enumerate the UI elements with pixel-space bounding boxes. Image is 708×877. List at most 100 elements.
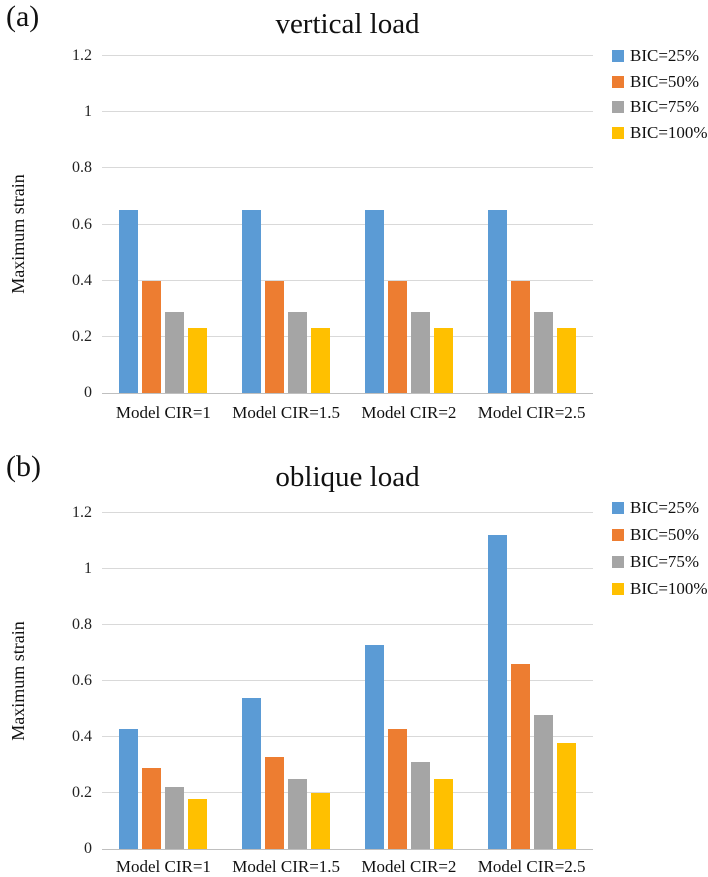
bar-BIC=75%-Model CIR=1.5: [288, 779, 308, 849]
bar-BIC=50%-Model CIR=2: [387, 280, 407, 393]
bar-BIC=100%-Model CIR=2: [433, 779, 453, 849]
y-axis-title: Maximum strain: [8, 174, 28, 294]
legend-swatch: [612, 502, 624, 514]
bar-BIC=50%-Model CIR=2.5: [510, 664, 530, 849]
bar-BIC=50%-Model CIR=1: [142, 767, 162, 849]
bar-BIC=50%-Model CIR=1.5: [265, 756, 285, 849]
bar-BIC=75%-Model CIR=2: [410, 762, 430, 849]
gridline: [102, 736, 593, 737]
bar-BIC=25%-Model CIR=1: [119, 728, 139, 849]
x-category-label: Model CIR=2.5: [477, 857, 586, 876]
legend-item-BIC=25%: BIC=25%: [612, 498, 700, 517]
x-category-label: Model CIR=2.5: [477, 403, 586, 422]
x-category-label: Model CIR=1.5: [232, 857, 341, 876]
y-tick-label: 1: [84, 103, 92, 121]
legend-swatch: [612, 75, 624, 88]
legend-swatch: [612, 556, 624, 568]
bar-BIC=50%-Model CIR=1.5: [265, 280, 285, 393]
bar-BIC=100%-Model CIR=1.5: [311, 328, 331, 393]
y-tick-label: 0.4: [72, 271, 92, 289]
gridline: [102, 223, 593, 225]
y-tick-label: 1: [84, 560, 92, 577]
legend-item-BIC=25%: BIC=25%: [612, 46, 700, 65]
y-tick-label: 1.2: [72, 47, 92, 64]
bar-BIC=75%-Model CIR=1: [165, 311, 185, 393]
gridline: [102, 512, 593, 513]
bar-BIC=50%-Model CIR=2: [387, 728, 407, 849]
legend-item-BIC=75%: BIC=75%: [612, 552, 700, 571]
legend-label: BIC=100%: [630, 579, 708, 598]
legend-label: BIC=75%: [630, 97, 700, 117]
y-tick-label: 0: [84, 840, 92, 857]
bar-BIC=100%-Model CIR=1.5: [311, 793, 331, 849]
gridline: [102, 279, 593, 281]
bar-BIC=75%-Model CIR=1: [165, 787, 185, 849]
legend-item-BIC=50%: BIC=50%: [612, 525, 700, 544]
plot-area: [102, 55, 593, 394]
y-tick-label: 0.8: [72, 159, 92, 177]
legend-label: BIC=25%: [630, 46, 700, 65]
bar-BIC=100%-Model CIR=1: [188, 328, 208, 393]
bar-BIC=75%-Model CIR=2.5: [533, 714, 553, 849]
gridline: [102, 624, 593, 625]
x-category-label: Model CIR=1: [115, 857, 211, 876]
gridline: [102, 111, 593, 113]
gridline: [102, 792, 593, 793]
bar-BIC=100%-Model CIR=2: [433, 328, 453, 393]
legend-swatch: [612, 529, 624, 541]
bar-BIC=100%-Model CIR=2.5: [556, 742, 576, 849]
y-tick-label: 0.6: [72, 672, 92, 689]
gridline: [102, 55, 593, 56]
x-axis-line: [102, 849, 593, 850]
bar-BIC=100%-Model CIR=1: [188, 798, 208, 849]
legend-label: BIC=100%: [630, 122, 708, 142]
gridline: [102, 167, 593, 169]
legend-swatch: [612, 583, 624, 595]
bar-BIC=75%-Model CIR=2.5: [533, 311, 553, 393]
panel-label-a: (a): [6, 0, 40, 33]
bar-BIC=75%-Model CIR=1.5: [288, 311, 308, 393]
legend-label: BIC=50%: [630, 71, 700, 91]
legend-label: BIC=75%: [630, 552, 700, 571]
bar-BIC=50%-Model CIR=1: [142, 280, 162, 393]
bar-BIC=25%-Model CIR=1: [119, 210, 139, 393]
bar-BIC=25%-Model CIR=2: [364, 644, 384, 849]
legend-swatch: [612, 101, 624, 114]
legend-label: BIC=50%: [630, 525, 700, 544]
gridline: [102, 680, 593, 681]
legend-swatch: [612, 50, 624, 62]
chart-title: oblique load: [275, 461, 420, 493]
legend-item-BIC=75%: BIC=75%: [612, 97, 700, 117]
bar-BIC=100%-Model CIR=2.5: [556, 328, 576, 393]
y-axis-title: Maximum strain: [8, 621, 28, 741]
legend-swatch: [612, 126, 624, 139]
y-tick-label: 0.2: [72, 784, 92, 801]
bar-BIC=50%-Model CIR=2.5: [510, 280, 530, 393]
x-category-label: Model CIR=1: [115, 403, 211, 422]
bar-BIC=25%-Model CIR=2: [364, 210, 384, 393]
y-tick-label: 1.2: [72, 504, 92, 521]
x-category-label: Model CIR=2: [361, 857, 457, 876]
legend-label: BIC=25%: [630, 498, 700, 517]
legend-item-BIC=100%: BIC=100%: [612, 122, 708, 142]
bar-BIC=25%-Model CIR=2.5: [487, 535, 507, 849]
y-tick-label: 0.6: [72, 215, 92, 233]
bar-BIC=25%-Model CIR=1.5: [242, 697, 262, 849]
x-category-label: Model CIR=1.5: [232, 403, 341, 422]
legend-item-BIC=100%: BIC=100%: [612, 579, 708, 598]
chart-title: vertical load: [275, 8, 420, 40]
x-category-label: Model CIR=2: [361, 403, 457, 422]
y-tick-label: 0.8: [72, 616, 92, 633]
gridline: [102, 335, 593, 337]
y-tick-label: 0.4: [72, 728, 92, 745]
plot-area: [102, 512, 593, 850]
bar-BIC=75%-Model CIR=2: [410, 311, 430, 393]
bar-BIC=25%-Model CIR=2.5: [487, 210, 507, 393]
gridline: [102, 568, 593, 569]
y-tick-label: 0: [84, 384, 92, 401]
y-tick-label: 0.2: [72, 327, 92, 345]
legend-item-BIC=50%: BIC=50%: [612, 71, 700, 91]
bar-BIC=25%-Model CIR=1.5: [242, 210, 262, 393]
x-axis-line: [102, 393, 593, 394]
